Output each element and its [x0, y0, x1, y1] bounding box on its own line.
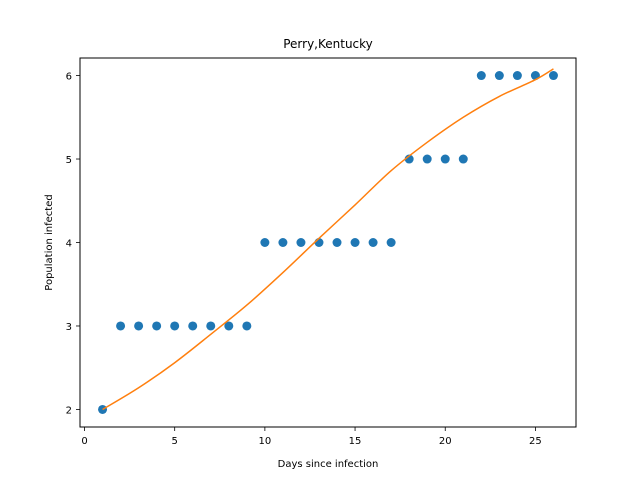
data-point: [242, 321, 252, 331]
data-point: [458, 154, 468, 164]
data-point: [548, 71, 558, 81]
data-point: [368, 238, 378, 247]
data-point: [278, 238, 288, 247]
data-point: [476, 71, 486, 81]
y-tick-label: 4: [66, 239, 72, 250]
y-tick-label: 6: [66, 72, 72, 83]
data-point: [332, 238, 342, 247]
data-point: [350, 238, 360, 247]
data-point: [260, 238, 270, 247]
data-point: [152, 321, 162, 331]
x-tick-label: 20: [439, 436, 452, 447]
data-point: [386, 238, 396, 247]
y-tick-label: 2: [66, 405, 72, 416]
data-point: [404, 154, 414, 164]
data-point: [422, 154, 432, 164]
data-point: [134, 321, 144, 331]
x-tick-label: 0: [81, 436, 87, 447]
x-axis: 0 5 10 15 20 25: [81, 427, 542, 447]
data-point: [512, 71, 522, 81]
data-point: [206, 321, 216, 331]
x-tick-label: 10: [259, 436, 272, 447]
data-point: [494, 71, 504, 81]
y-axis: 2 3 4 5 6: [66, 72, 80, 416]
y-tick-label: 3: [66, 322, 72, 333]
plot-area: [98, 68, 558, 414]
chart-title: Perry,Kentucky: [283, 37, 373, 51]
x-tick-label: 5: [172, 436, 178, 447]
y-tick-label: 5: [66, 155, 72, 166]
data-point: [440, 154, 450, 164]
data-point: [188, 321, 198, 331]
x-tick-label: 25: [529, 436, 542, 447]
data-point: [170, 321, 180, 331]
data-point: [224, 321, 234, 331]
data-point: [116, 321, 126, 331]
y-axis-label: Population infected: [44, 194, 55, 290]
x-tick-label: 15: [349, 436, 362, 447]
data-point: [296, 238, 306, 247]
x-axis-label: Days since infection: [278, 459, 379, 470]
fit-line: [102, 68, 554, 411]
